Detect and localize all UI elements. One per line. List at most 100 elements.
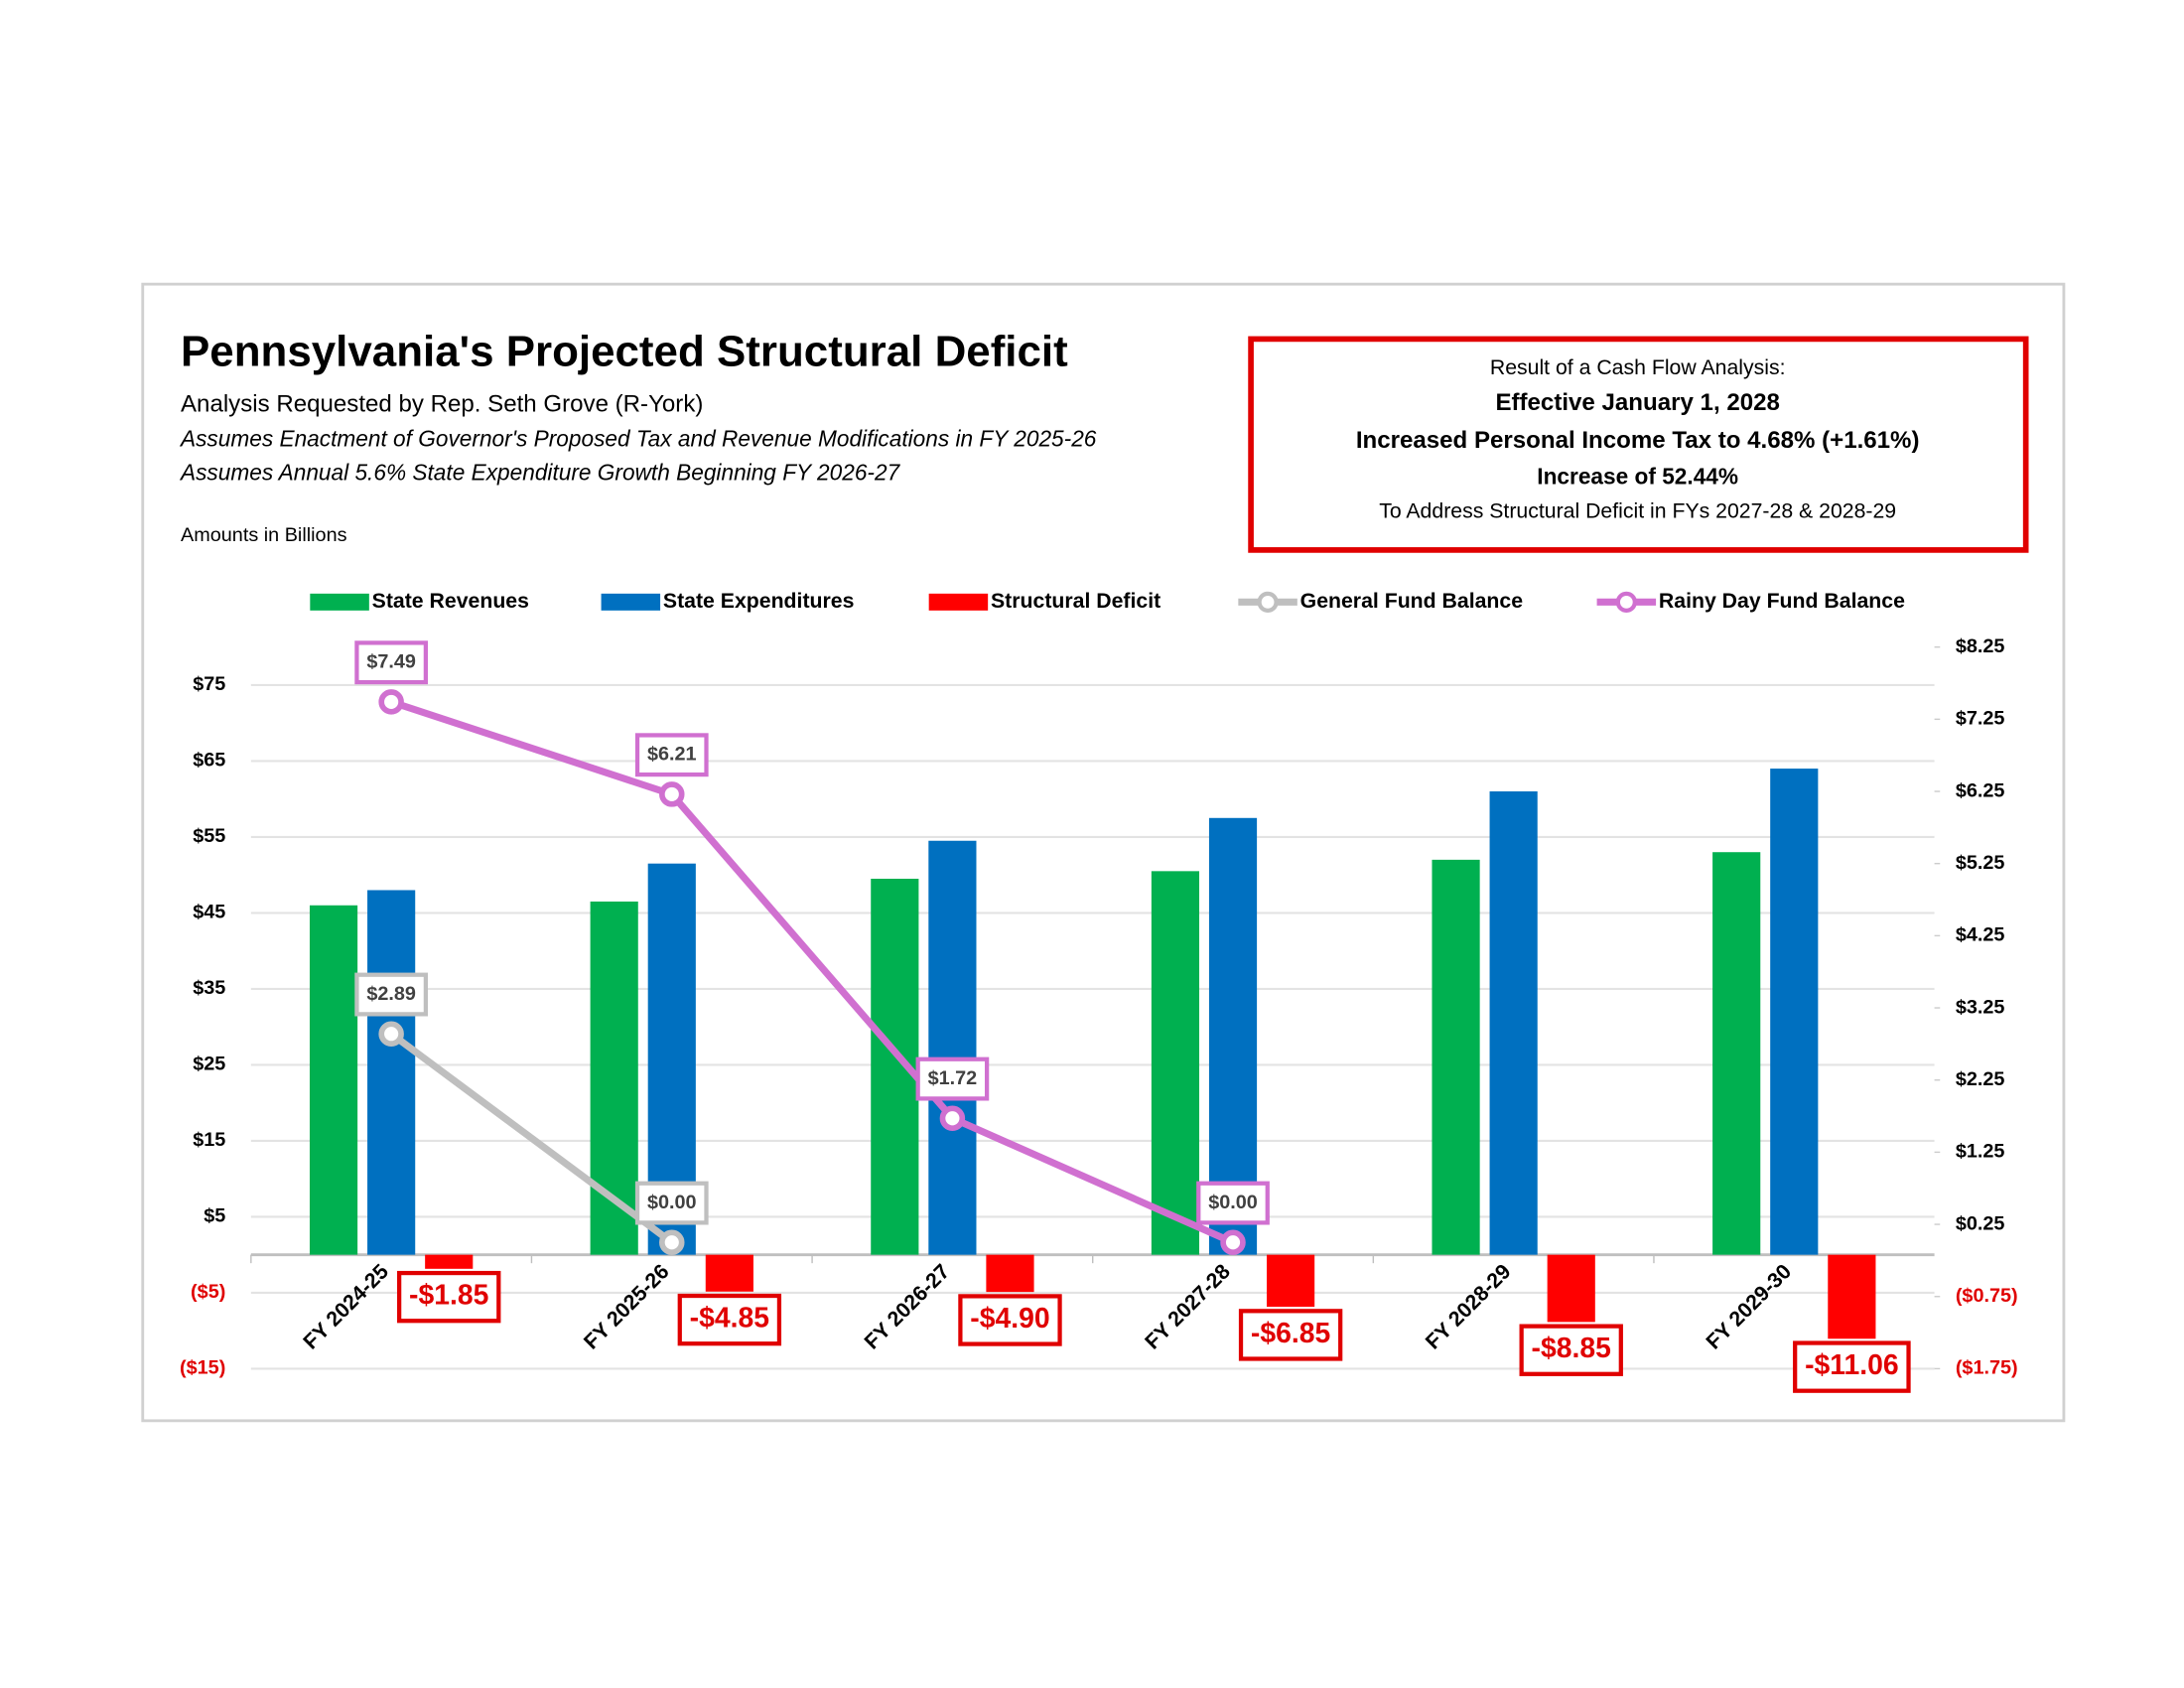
data-label-box (677, 1293, 782, 1346)
legend-label: Structural Deficit (991, 589, 1160, 613)
data-label-box (354, 972, 428, 1017)
data-label-box (1196, 1181, 1270, 1225)
data-label-box (397, 1270, 501, 1324)
data-label-text: -$1.85 (409, 1280, 488, 1312)
y-tick-label: $65 (193, 750, 225, 772)
line-point (378, 689, 404, 715)
callout-line: Effective January 1, 2028 (1495, 389, 1779, 416)
line-point (659, 781, 685, 807)
data-label-text: -$8.85 (1532, 1333, 1611, 1364)
data-label-text: $0.00 (1208, 1192, 1258, 1213)
data-label: -$4.85 (677, 1293, 782, 1346)
data-label-text: -$4.85 (690, 1303, 769, 1335)
line-point (1220, 1229, 1246, 1255)
legend-swatch (601, 593, 661, 611)
data-label: $2.89 (354, 972, 428, 1017)
legend-swatch (310, 593, 369, 611)
bar (1828, 1254, 1876, 1339)
y-tick-label: ($5) (191, 1281, 225, 1303)
data-label-box (1793, 1340, 1911, 1393)
bar (1712, 852, 1761, 1255)
bar (1489, 791, 1538, 1255)
y2-tick-label: $1.25 (1956, 1141, 2005, 1163)
y-tick-label: $35 (193, 977, 225, 999)
bar (1267, 1254, 1315, 1308)
data-label-text: $6.21 (647, 743, 697, 765)
data-label-text: -$11.06 (1805, 1349, 1899, 1381)
data-label-box (634, 1181, 709, 1225)
y2-tick-label: $2.25 (1956, 1068, 2005, 1090)
bar (705, 1254, 753, 1292)
data-label-box (1519, 1324, 1623, 1376)
callout-line: Increase of 52.44% (1537, 464, 1738, 490)
data-label-text: -$4.90 (970, 1303, 1049, 1335)
data-label: -$11.06 (1793, 1340, 1911, 1393)
data-label: $7.49 (354, 640, 428, 685)
subtitle: Analysis Requested by Rep. Seth Grove (R… (181, 390, 703, 417)
y2-tick-label: $3.25 (1956, 996, 2005, 1018)
y-tick-label: ($15) (180, 1357, 225, 1379)
data-label-box (915, 1056, 990, 1101)
data-label: $6.21 (634, 733, 709, 777)
data-label-box (958, 1294, 1062, 1346)
y2-tick-label: $5.25 (1956, 852, 2005, 874)
y-tick-label: $25 (193, 1054, 225, 1075)
y2-tick-label: $8.25 (1956, 635, 2005, 657)
y-tick-label: $15 (193, 1129, 225, 1151)
bar (1770, 769, 1819, 1255)
callout-box (1248, 336, 2029, 553)
bar (1547, 1254, 1595, 1323)
data-label: $1.72 (915, 1056, 990, 1101)
legend-swatch (1257, 591, 1279, 613)
data-label: -$1.85 (397, 1270, 501, 1324)
data-label-text: $7.49 (366, 650, 416, 672)
data-label-box (354, 640, 428, 685)
line-point (659, 1229, 685, 1255)
y-tick-label: $75 (193, 673, 225, 695)
bar (367, 890, 416, 1255)
data-label: $0.00 (1196, 1181, 1270, 1225)
y2-tick-label: $4.25 (1956, 924, 2005, 946)
units-note: Amounts in Billions (181, 524, 347, 546)
data-label: $0.00 (634, 1181, 709, 1225)
line-point (939, 1105, 966, 1131)
bar (1432, 859, 1480, 1255)
data-label-text: -$6.85 (1251, 1318, 1330, 1349)
callout-line: Increased Personal Income Tax to 4.68% (… (1356, 427, 1920, 454)
data-label-text: $0.00 (647, 1192, 697, 1213)
data-label: -$6.85 (1238, 1309, 1343, 1361)
y2-tick-label: $0.25 (1956, 1212, 2005, 1234)
callout-line: Result of a Cash Flow Analysis: (1490, 355, 1786, 379)
bar (1151, 871, 1200, 1255)
note: Assumes Annual 5.6% State Expenditure Gr… (179, 459, 901, 485)
chart-title: Pennsylvania's Projected Structural Defi… (181, 328, 1068, 376)
data-label-text: $2.89 (366, 983, 416, 1005)
data-label-text: $1.72 (928, 1067, 978, 1089)
y-tick-label: $55 (193, 825, 225, 847)
legend-label: State Revenues (372, 589, 529, 613)
y-tick-label: $45 (193, 902, 225, 923)
bar (309, 905, 358, 1255)
line-point (378, 1021, 404, 1047)
bar (928, 840, 977, 1255)
line (389, 1031, 674, 1246)
data-label: -$8.85 (1519, 1324, 1623, 1376)
y2-tick-label: $7.25 (1956, 708, 2005, 730)
note: Assumes Enactment of Governor's Proposed… (179, 425, 1097, 451)
legend-label: Rainy Day Fund Balance (1659, 589, 1905, 613)
bar (425, 1254, 474, 1269)
data-label: -$4.90 (958, 1294, 1062, 1346)
bar (986, 1254, 1034, 1293)
legend-swatch (928, 593, 989, 611)
y2-tick-label: ($0.75) (1956, 1285, 2018, 1307)
legend-label: General Fund Balance (1300, 589, 1524, 613)
line (390, 698, 1235, 1246)
legend-swatch (1615, 591, 1637, 613)
y-tick-label: $5 (204, 1205, 225, 1227)
callout-line: To Address Structural Deficit in FYs 202… (1379, 498, 1896, 522)
data-label-box (634, 733, 709, 777)
legend-label: State Expenditures (663, 589, 854, 613)
y2-tick-label: ($1.75) (1956, 1357, 2018, 1379)
